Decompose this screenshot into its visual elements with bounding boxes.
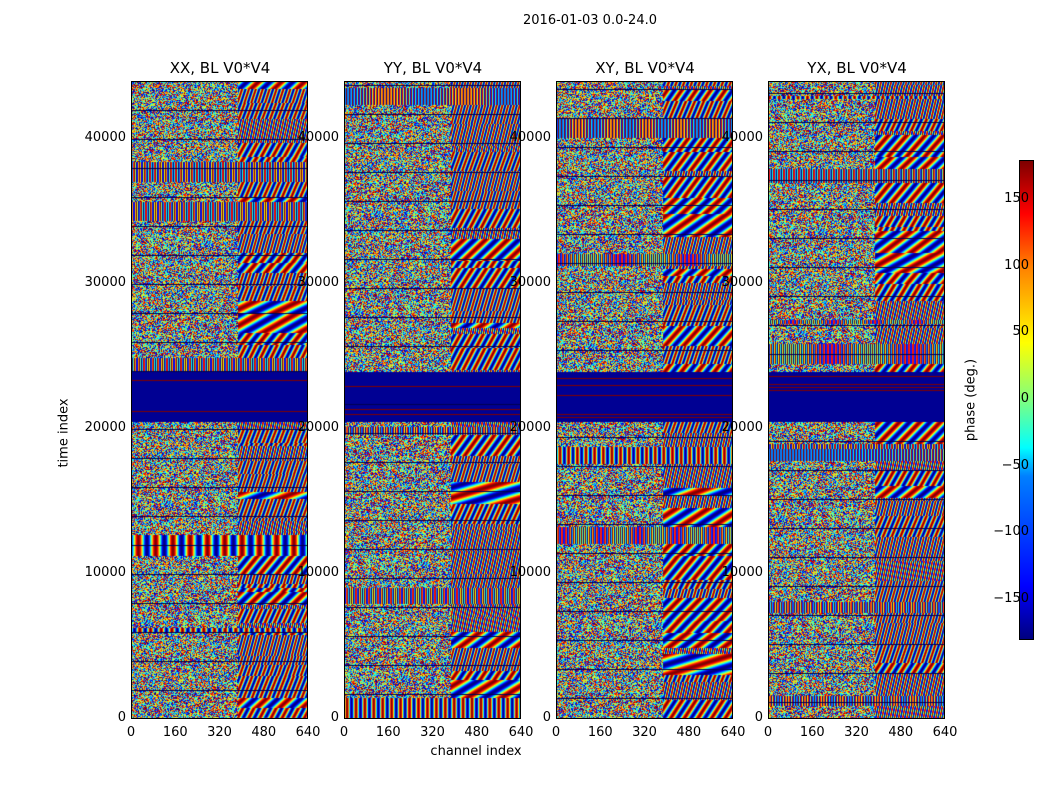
x-tick-label: 480 xyxy=(676,725,702,740)
x-tick-label: 480 xyxy=(464,725,490,740)
panel-frame-3 xyxy=(768,81,945,719)
x-tick-label: 320 xyxy=(632,725,657,740)
colorbar-tick-label: −150 xyxy=(993,591,1029,606)
x-tick-label: 480 xyxy=(251,725,277,740)
panel-title-3: YX, BL V0*V4 xyxy=(807,59,907,77)
colorbar-tick-label: −100 xyxy=(993,524,1029,540)
x-tick-label: 160 xyxy=(587,725,613,740)
y-tick-label: 0 xyxy=(330,710,339,725)
colorbar-tick-label: −50 xyxy=(1001,457,1029,473)
panel-title-1: YY, BL V0*V4 xyxy=(383,59,483,77)
heatmap-panel-3 xyxy=(768,81,945,719)
heatmap-panel-1 xyxy=(344,81,521,719)
x-tick-label: 320 xyxy=(420,725,445,740)
x-tick-label: 0 xyxy=(551,725,561,740)
y-tick-label: 40000 xyxy=(509,130,551,145)
figure-title: 2016-01-03 0.0-24.0 xyxy=(523,13,657,28)
x-tick-label: 640 xyxy=(508,725,534,740)
colorbar-tick-label: 0 xyxy=(1020,391,1029,406)
y-tick-label: 0 xyxy=(754,710,763,725)
y-tick-label: 10000 xyxy=(509,565,551,580)
colorbar-tick-label: 150 xyxy=(1004,191,1029,206)
x-tick-label: 320 xyxy=(844,725,869,740)
y-tick-label: 20000 xyxy=(509,420,551,435)
x-tick-label: 160 xyxy=(799,725,825,740)
y-tick-label: 0 xyxy=(542,710,551,725)
colorbar-tick-label: 50 xyxy=(1012,324,1029,340)
heatmap-panel-2 xyxy=(556,81,733,719)
x-tick-label: 320 xyxy=(207,725,232,740)
heatmap-panel-0 xyxy=(131,81,308,719)
x-tick-label: 160 xyxy=(162,725,188,740)
y-tick-label: 30000 xyxy=(297,275,339,290)
x-tick-label: 160 xyxy=(375,725,401,740)
colorbar-label: phase (deg.) xyxy=(963,358,979,442)
x-tick-label: 640 xyxy=(932,725,958,740)
y-tick-label: 20000 xyxy=(297,420,339,435)
y-tick-label: 40000 xyxy=(297,130,339,145)
panel-frame-1 xyxy=(344,81,521,719)
panel-frame-0 xyxy=(131,81,308,719)
x-tick-label: 640 xyxy=(295,725,321,740)
y-tick-label: 30000 xyxy=(509,275,551,290)
panel-title-2: XY, BL V0*V4 xyxy=(595,59,695,77)
panel-frame-2 xyxy=(556,81,733,719)
x-tick-label: 640 xyxy=(720,725,746,740)
y-tick-label: 10000 xyxy=(297,565,339,580)
x-axis-label: channel index xyxy=(430,744,522,759)
x-tick-label: 0 xyxy=(126,725,136,740)
colorbar-tick-label: 100 xyxy=(1004,257,1029,273)
x-tick-label: 0 xyxy=(763,725,773,740)
y-tick-label: 30000 xyxy=(84,275,126,290)
y-tick-label: 40000 xyxy=(84,130,126,145)
y-tick-label: 30000 xyxy=(721,275,763,290)
y-tick-label: 20000 xyxy=(84,420,126,435)
y-tick-label: 10000 xyxy=(721,565,763,580)
y-tick-label: 10000 xyxy=(84,565,126,580)
colorbar xyxy=(1019,160,1034,640)
panel-title-0: XX, BL V0*V4 xyxy=(169,59,271,77)
x-tick-label: 480 xyxy=(888,725,914,740)
y-tick-label: 20000 xyxy=(721,420,763,435)
y-tick-label: 0 xyxy=(117,710,126,725)
x-tick-label: 0 xyxy=(339,725,349,740)
y-tick-label: 40000 xyxy=(721,130,763,145)
